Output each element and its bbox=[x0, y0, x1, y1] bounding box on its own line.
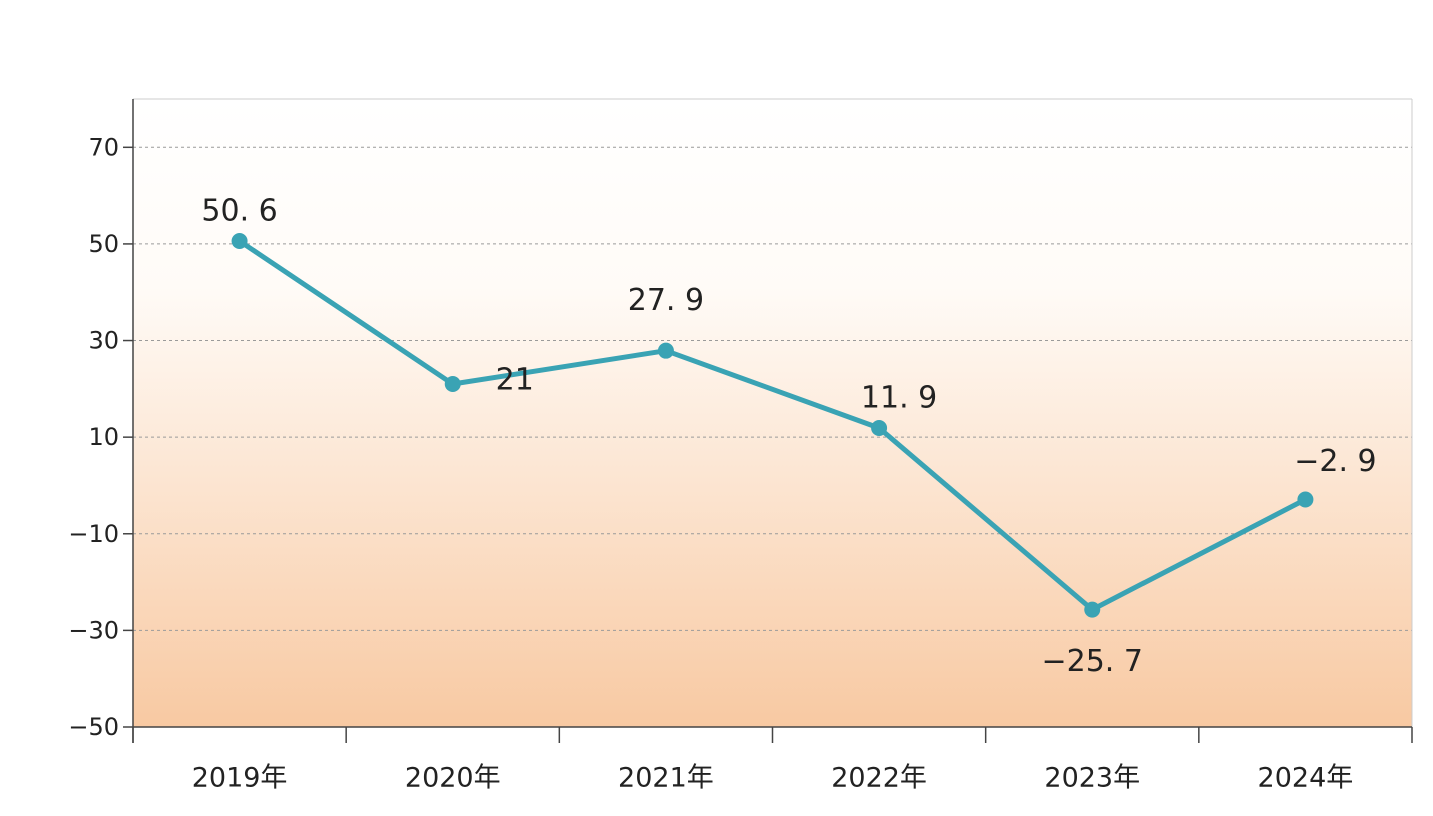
x-tick-label: 2019年 bbox=[192, 763, 288, 794]
series-line bbox=[237, 238, 1308, 613]
y-tick-label: 50 bbox=[88, 230, 119, 258]
labels: 70 50 30 10 −10 −30 −50 2019年 2020年 2021年 2022年 202… bbox=[68, 133, 1376, 793]
data-point bbox=[871, 419, 888, 436]
y-tick-label: 70 bbox=[88, 133, 119, 161]
y-tick-label: 10 bbox=[88, 423, 119, 451]
x-tick-label: 2022年 bbox=[831, 763, 927, 794]
plot-background bbox=[133, 99, 1412, 727]
y-tick-label: 30 bbox=[88, 327, 119, 355]
series-line-group bbox=[231, 233, 1314, 618]
data-label: 50. 6 bbox=[201, 194, 277, 229]
data-point bbox=[657, 342, 674, 359]
data-point bbox=[231, 233, 248, 250]
data-label: 21 bbox=[496, 363, 534, 398]
x-tick-label: 2023年 bbox=[1044, 763, 1140, 794]
y-tick-label: −50 bbox=[68, 713, 119, 741]
data-label: −25. 7 bbox=[1042, 644, 1143, 679]
data-point bbox=[444, 376, 461, 393]
data-point bbox=[1084, 601, 1101, 618]
x-tick-label: 2021年 bbox=[618, 763, 714, 794]
y-tick-label: −10 bbox=[68, 520, 119, 548]
y-tick-label: −30 bbox=[68, 616, 119, 644]
data-point bbox=[1297, 491, 1314, 508]
data-label: −2. 9 bbox=[1294, 444, 1376, 479]
x-tick-label: 2020年 bbox=[405, 763, 501, 794]
axes bbox=[123, 98, 1413, 743]
x-tick-label: 2024年 bbox=[1258, 763, 1354, 794]
data-label: 11. 9 bbox=[861, 380, 937, 415]
data-label: 27. 9 bbox=[628, 283, 704, 318]
